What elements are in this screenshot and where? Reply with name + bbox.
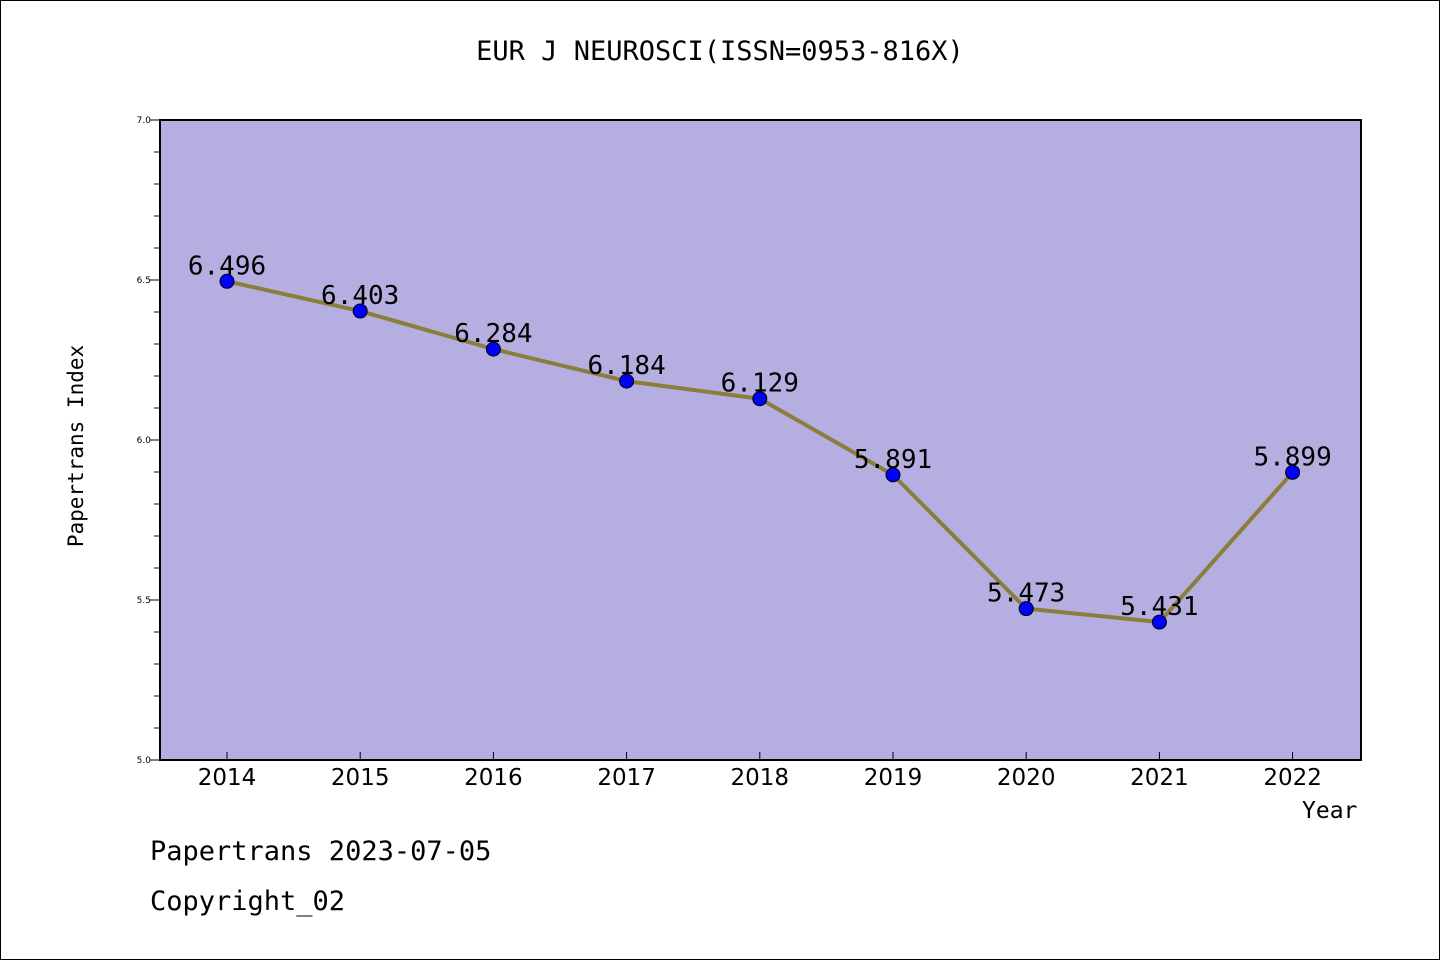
x-tick-label: 2015	[331, 765, 390, 791]
x-tick-label: 2020	[997, 765, 1056, 791]
chart-title: EUR J NEUROSCI(ISSN=0953-816X)	[476, 36, 964, 67]
data-point	[219, 273, 235, 289]
data-point	[1151, 614, 1167, 630]
data-label: 5.899	[1253, 442, 1331, 472]
x-tick-label: 2017	[597, 765, 656, 791]
data-label: 5.891	[854, 445, 932, 475]
x-tick-label: 2021	[1130, 765, 1189, 791]
x-tick-label: 2016	[464, 765, 523, 791]
y-tick-label: 7.0	[137, 116, 152, 126]
data-label: 6.184	[587, 351, 665, 381]
x-axis-label: Year	[1302, 798, 1358, 824]
data-point	[485, 341, 501, 357]
y-tick-label: 5.5	[137, 596, 151, 606]
data-label: 5.473	[987, 579, 1065, 609]
data-point	[352, 303, 368, 319]
data-label: 6.403	[321, 281, 399, 311]
y-tick-label: 6.0	[137, 436, 152, 446]
data-point	[619, 373, 635, 389]
data-labels: 6.496 6.403 6.284 6.184 6.129 5.891 5.473 5.431…	[188, 251, 1332, 622]
data-point	[885, 467, 901, 483]
data-label: 6.284	[454, 319, 532, 349]
footer-copyright: Copyright_02	[150, 886, 346, 917]
data-label: 5.431	[1120, 592, 1198, 622]
y-tick-label: 6.5	[137, 276, 151, 286]
x-tick-label: 2019	[864, 765, 923, 791]
x-tick-label: 2014	[198, 765, 257, 791]
x-tick-label: 2022	[1263, 765, 1322, 791]
y-axis: 5.0 5.5 6.0 6.5 7.0	[137, 116, 160, 766]
series-markers	[219, 273, 1301, 630]
data-point	[1018, 601, 1034, 617]
plot-area	[159, 119, 1362, 761]
data-point	[1285, 464, 1301, 480]
y-tick-label: 5.0	[137, 756, 152, 766]
x-tick-label: 2018	[731, 765, 790, 791]
data-point	[752, 391, 768, 407]
data-label: 6.129	[721, 369, 799, 399]
data-label: 6.496	[188, 251, 266, 281]
footer-source: Papertrans 2023-07-05	[150, 836, 492, 867]
x-axis: 2014 2015 2016 2017 2018 2019 2020 2021 2022	[198, 752, 1322, 791]
